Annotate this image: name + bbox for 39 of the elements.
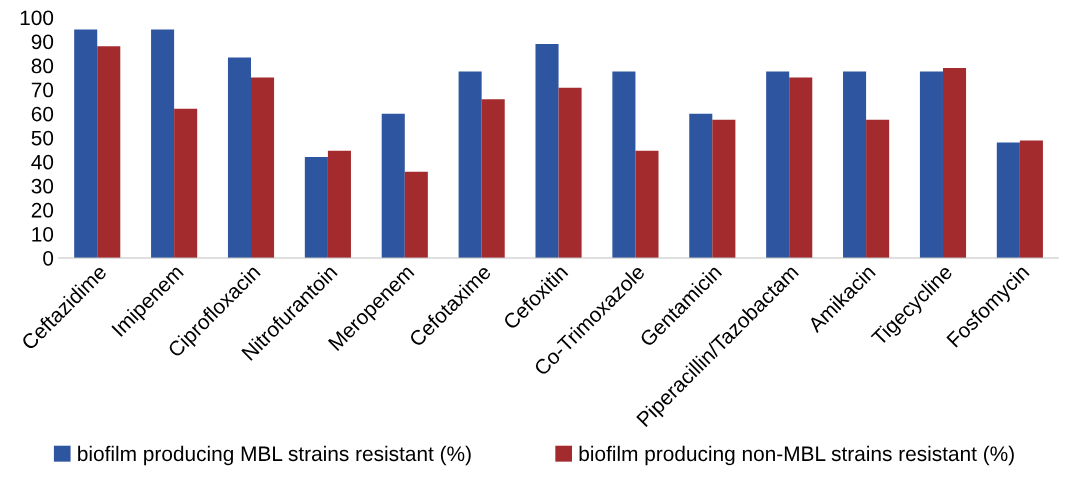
y-tick-label: 20 (31, 202, 54, 218)
bar (712, 119, 736, 258)
y-tick-label: 80 (31, 58, 54, 74)
bar (866, 119, 890, 258)
bar (304, 156, 328, 258)
legend-label: biofilm producing MBL strains resistant (%) (78, 445, 471, 466)
bar (766, 71, 790, 258)
bar (843, 71, 867, 258)
bar (458, 71, 482, 258)
bar (558, 87, 582, 258)
bar (251, 77, 275, 258)
bar (1019, 140, 1043, 258)
bar (74, 29, 98, 258)
bar (942, 67, 967, 258)
y-tick-label: 30 (31, 178, 54, 194)
bar (227, 57, 252, 258)
bar (327, 150, 351, 258)
y-tick-label: 50 (31, 130, 54, 146)
y-tick-label: 60 (31, 106, 54, 122)
y-tick-label: 100 (20, 10, 54, 26)
legend-label: biofilm producing non-MBL strains resistant (%) (579, 445, 1014, 466)
bar (97, 46, 121, 258)
y-tick-label: 70 (31, 82, 54, 98)
bar (151, 29, 175, 258)
y-tick-label: 10 (32, 226, 54, 242)
bar (612, 71, 636, 258)
y-tick-label: 40 (31, 154, 54, 170)
bar (381, 113, 405, 258)
bar (789, 77, 813, 258)
y-tick-label: 90 (31, 34, 54, 50)
bar (174, 108, 198, 258)
bar (535, 43, 559, 258)
bar (996, 142, 1020, 258)
bar (635, 150, 659, 258)
bar (919, 71, 943, 258)
bar (404, 171, 428, 258)
y-tick-label: 0 (43, 250, 54, 266)
bar (481, 99, 505, 258)
bar (689, 113, 713, 258)
